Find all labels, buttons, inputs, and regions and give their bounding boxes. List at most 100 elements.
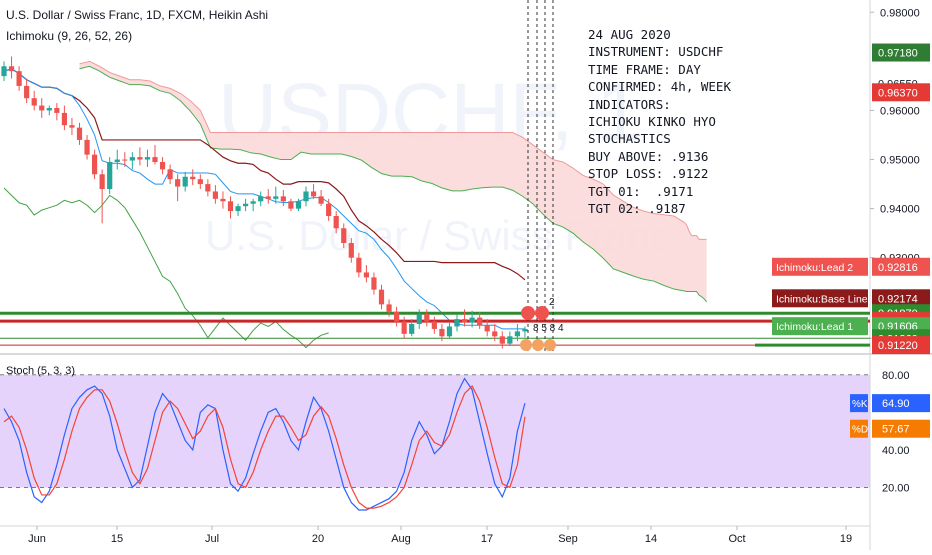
candle-body: [386, 304, 392, 312]
candle-body: [522, 328, 528, 332]
candle-body: [378, 289, 385, 305]
stoch-k-label: %K: [852, 399, 868, 410]
candle-body: [69, 125, 75, 128]
candles: [1, 56, 528, 349]
candle-body: [492, 331, 498, 337]
note-line: 24 AUG 2020: [588, 27, 671, 42]
note-line: CONFIRMED: 4h, WEEK: [588, 79, 731, 95]
candle-body: [159, 162, 166, 170]
candle-body: [341, 228, 347, 244]
candle-body: [265, 196, 271, 199]
candle-body: [54, 108, 60, 113]
candle-body: [8, 66, 15, 72]
candle-body: [144, 157, 151, 160]
symbol-title[interactable]: U.S. Dollar / Swiss Franc, 1D, FXCM, Hei…: [6, 8, 269, 22]
stoch-k-label-box: [850, 394, 868, 413]
stoch-legend[interactable]: Stoch (5, 3, 3): [6, 365, 76, 377]
candle-body: [235, 206, 241, 212]
candle-body: [99, 174, 105, 190]
candle-body: [129, 157, 135, 161]
time-tick-label: 17: [481, 533, 493, 545]
stoch-k-value-box: [872, 394, 930, 413]
stoch-d-label-box: [850, 419, 868, 438]
event-badge: [544, 339, 556, 351]
price-tick-label: 0.95000: [880, 155, 920, 167]
series-label-box: [772, 289, 868, 308]
candle-body: [92, 154, 98, 175]
candle-body: [122, 159, 128, 161]
time-tick-label: Sep: [558, 533, 578, 545]
candle-body: [114, 159, 120, 163]
candle-body: [424, 314, 430, 322]
candle-body: [288, 201, 294, 209]
candle-body: [446, 326, 453, 337]
price-tick-label: 0.98000: [880, 7, 920, 19]
time-tick-label: Oct: [728, 533, 745, 545]
stoch-tick-label: 40.00: [882, 445, 910, 457]
candle-body: [295, 201, 302, 209]
candle-body: [439, 328, 445, 337]
candle-body: [137, 157, 143, 160]
candle-body: [220, 198, 226, 202]
candle-body: [212, 191, 218, 199]
price-label: 0.92174: [878, 293, 918, 305]
note-line: BUY ABOVE: .9136: [588, 148, 709, 164]
candle-body: [205, 184, 211, 192]
cloud-segment: [79, 61, 707, 302]
candle-body: [197, 179, 203, 185]
trade-notes: 24 AUG 2020 INSTRUMENT: USDCHF TIME FRAME:…: [588, 26, 731, 217]
price-label: 0.91220: [878, 340, 918, 352]
stoch-tick-label: 80.00: [882, 370, 910, 382]
candle-body: [326, 203, 332, 217]
lead1-line: [79, 65, 708, 303]
candle-body: [363, 272, 369, 278]
candle-body: [24, 85, 30, 99]
candle-body: [333, 216, 339, 229]
price-label-box: [872, 289, 930, 308]
candle-body: [152, 157, 158, 163]
series-label: Ichimoku:Lead 2: [776, 262, 853, 274]
candle-body: [39, 105, 45, 111]
ichimoku-legend[interactable]: Ichimoku (9, 26, 52, 26): [6, 29, 133, 43]
candle-body: [250, 201, 256, 204]
candle-body: [394, 311, 400, 322]
candle-body: [371, 277, 377, 290]
event-badge: [532, 339, 544, 351]
price-label: 0.97180: [878, 48, 918, 60]
stoch-d-value-box: [872, 419, 930, 438]
candle-body: [46, 108, 52, 111]
candle-body: [243, 203, 249, 207]
ichimoku-cloud: [79, 60, 708, 303]
price-tick-label: 0.96000: [880, 105, 920, 117]
series-label-box: [772, 317, 868, 336]
candle-body: [507, 336, 513, 344]
price-label: 0.96370: [878, 87, 918, 99]
price-label-box: [872, 257, 930, 276]
time-tick-label: Jul: [205, 533, 219, 545]
candle-body: [107, 162, 113, 190]
candle-body: [227, 201, 234, 212]
note-line: TIME FRAME: DAY: [588, 61, 701, 77]
price-label-box: [872, 43, 930, 62]
candle-body: [499, 336, 505, 344]
candle-body: [61, 112, 67, 126]
candle-body: [461, 319, 468, 323]
time-tick-label: 19: [840, 533, 852, 545]
price-label: 0.92816: [878, 262, 918, 274]
series-label: Ichimoku:Base Line: [776, 293, 868, 305]
note-line: INDICATORS:: [588, 96, 671, 112]
candle-body: [182, 176, 188, 187]
price-label-box: [872, 336, 930, 355]
candle-body: [514, 331, 520, 337]
time-tick-label: Jun: [28, 533, 46, 545]
stoch-band: [0, 374, 870, 488]
candle-body: [310, 191, 317, 197]
candle-body: [469, 317, 475, 323]
candle-body: [31, 98, 37, 106]
time-tick-label: 20: [312, 533, 324, 545]
candle-body: [258, 196, 264, 202]
stoch-d-line: [3, 385, 526, 509]
time-tick-label: 15: [111, 533, 123, 545]
event-badge: [521, 306, 535, 320]
